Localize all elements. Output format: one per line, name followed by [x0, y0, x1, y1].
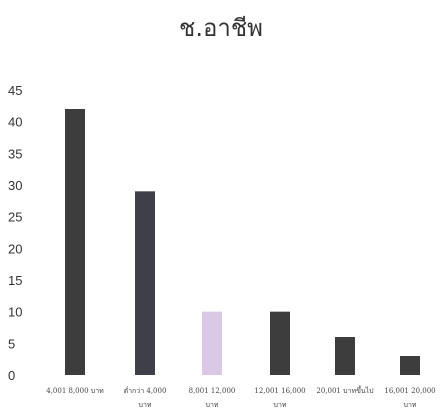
bar	[65, 109, 85, 375]
chart-title: ช.อาชีพ	[179, 14, 263, 42]
bar	[270, 311, 290, 375]
x-tick-label: บาท	[274, 401, 287, 409]
x-tick-label: บาท	[404, 401, 417, 409]
x-tick-label: 4,001 8,000 บาท	[46, 387, 104, 395]
x-axis: 4,001 8,000 บาท ต่ำกว่า 4,000 บาท 8,001 12,…	[46, 384, 435, 409]
x-tick-label: บาท	[139, 401, 152, 409]
bar	[135, 191, 155, 375]
bar	[400, 356, 420, 375]
y-tick-label: 0	[8, 368, 15, 383]
y-tick-label: 15	[8, 273, 22, 288]
y-axis: 0 5 10 15 20 25 30 35 40 45	[8, 83, 22, 383]
x-tick-label: 8,001 12,000	[189, 387, 236, 395]
y-tick-label: 20	[8, 241, 22, 256]
x-tick-label: ต่ำกว่า 4,000	[124, 386, 167, 395]
y-tick-label: 40	[8, 115, 22, 130]
y-tick-label: 10	[8, 305, 22, 320]
y-tick-label: 45	[8, 83, 22, 98]
y-tick-label: 35	[8, 146, 22, 161]
y-tick-label: 5	[8, 336, 15, 351]
x-tick-label: 16,001 20,000	[384, 387, 435, 395]
x-tick-label: 12,001 16,000	[254, 387, 305, 395]
x-tick-label: 20,001 บาทขึ้นไป	[316, 384, 374, 395]
bar	[202, 311, 222, 375]
y-tick-label: 30	[8, 178, 22, 193]
bars	[65, 109, 420, 375]
x-tick-label: บาท	[206, 401, 219, 409]
bar	[335, 337, 355, 375]
y-tick-label: 25	[8, 210, 22, 225]
